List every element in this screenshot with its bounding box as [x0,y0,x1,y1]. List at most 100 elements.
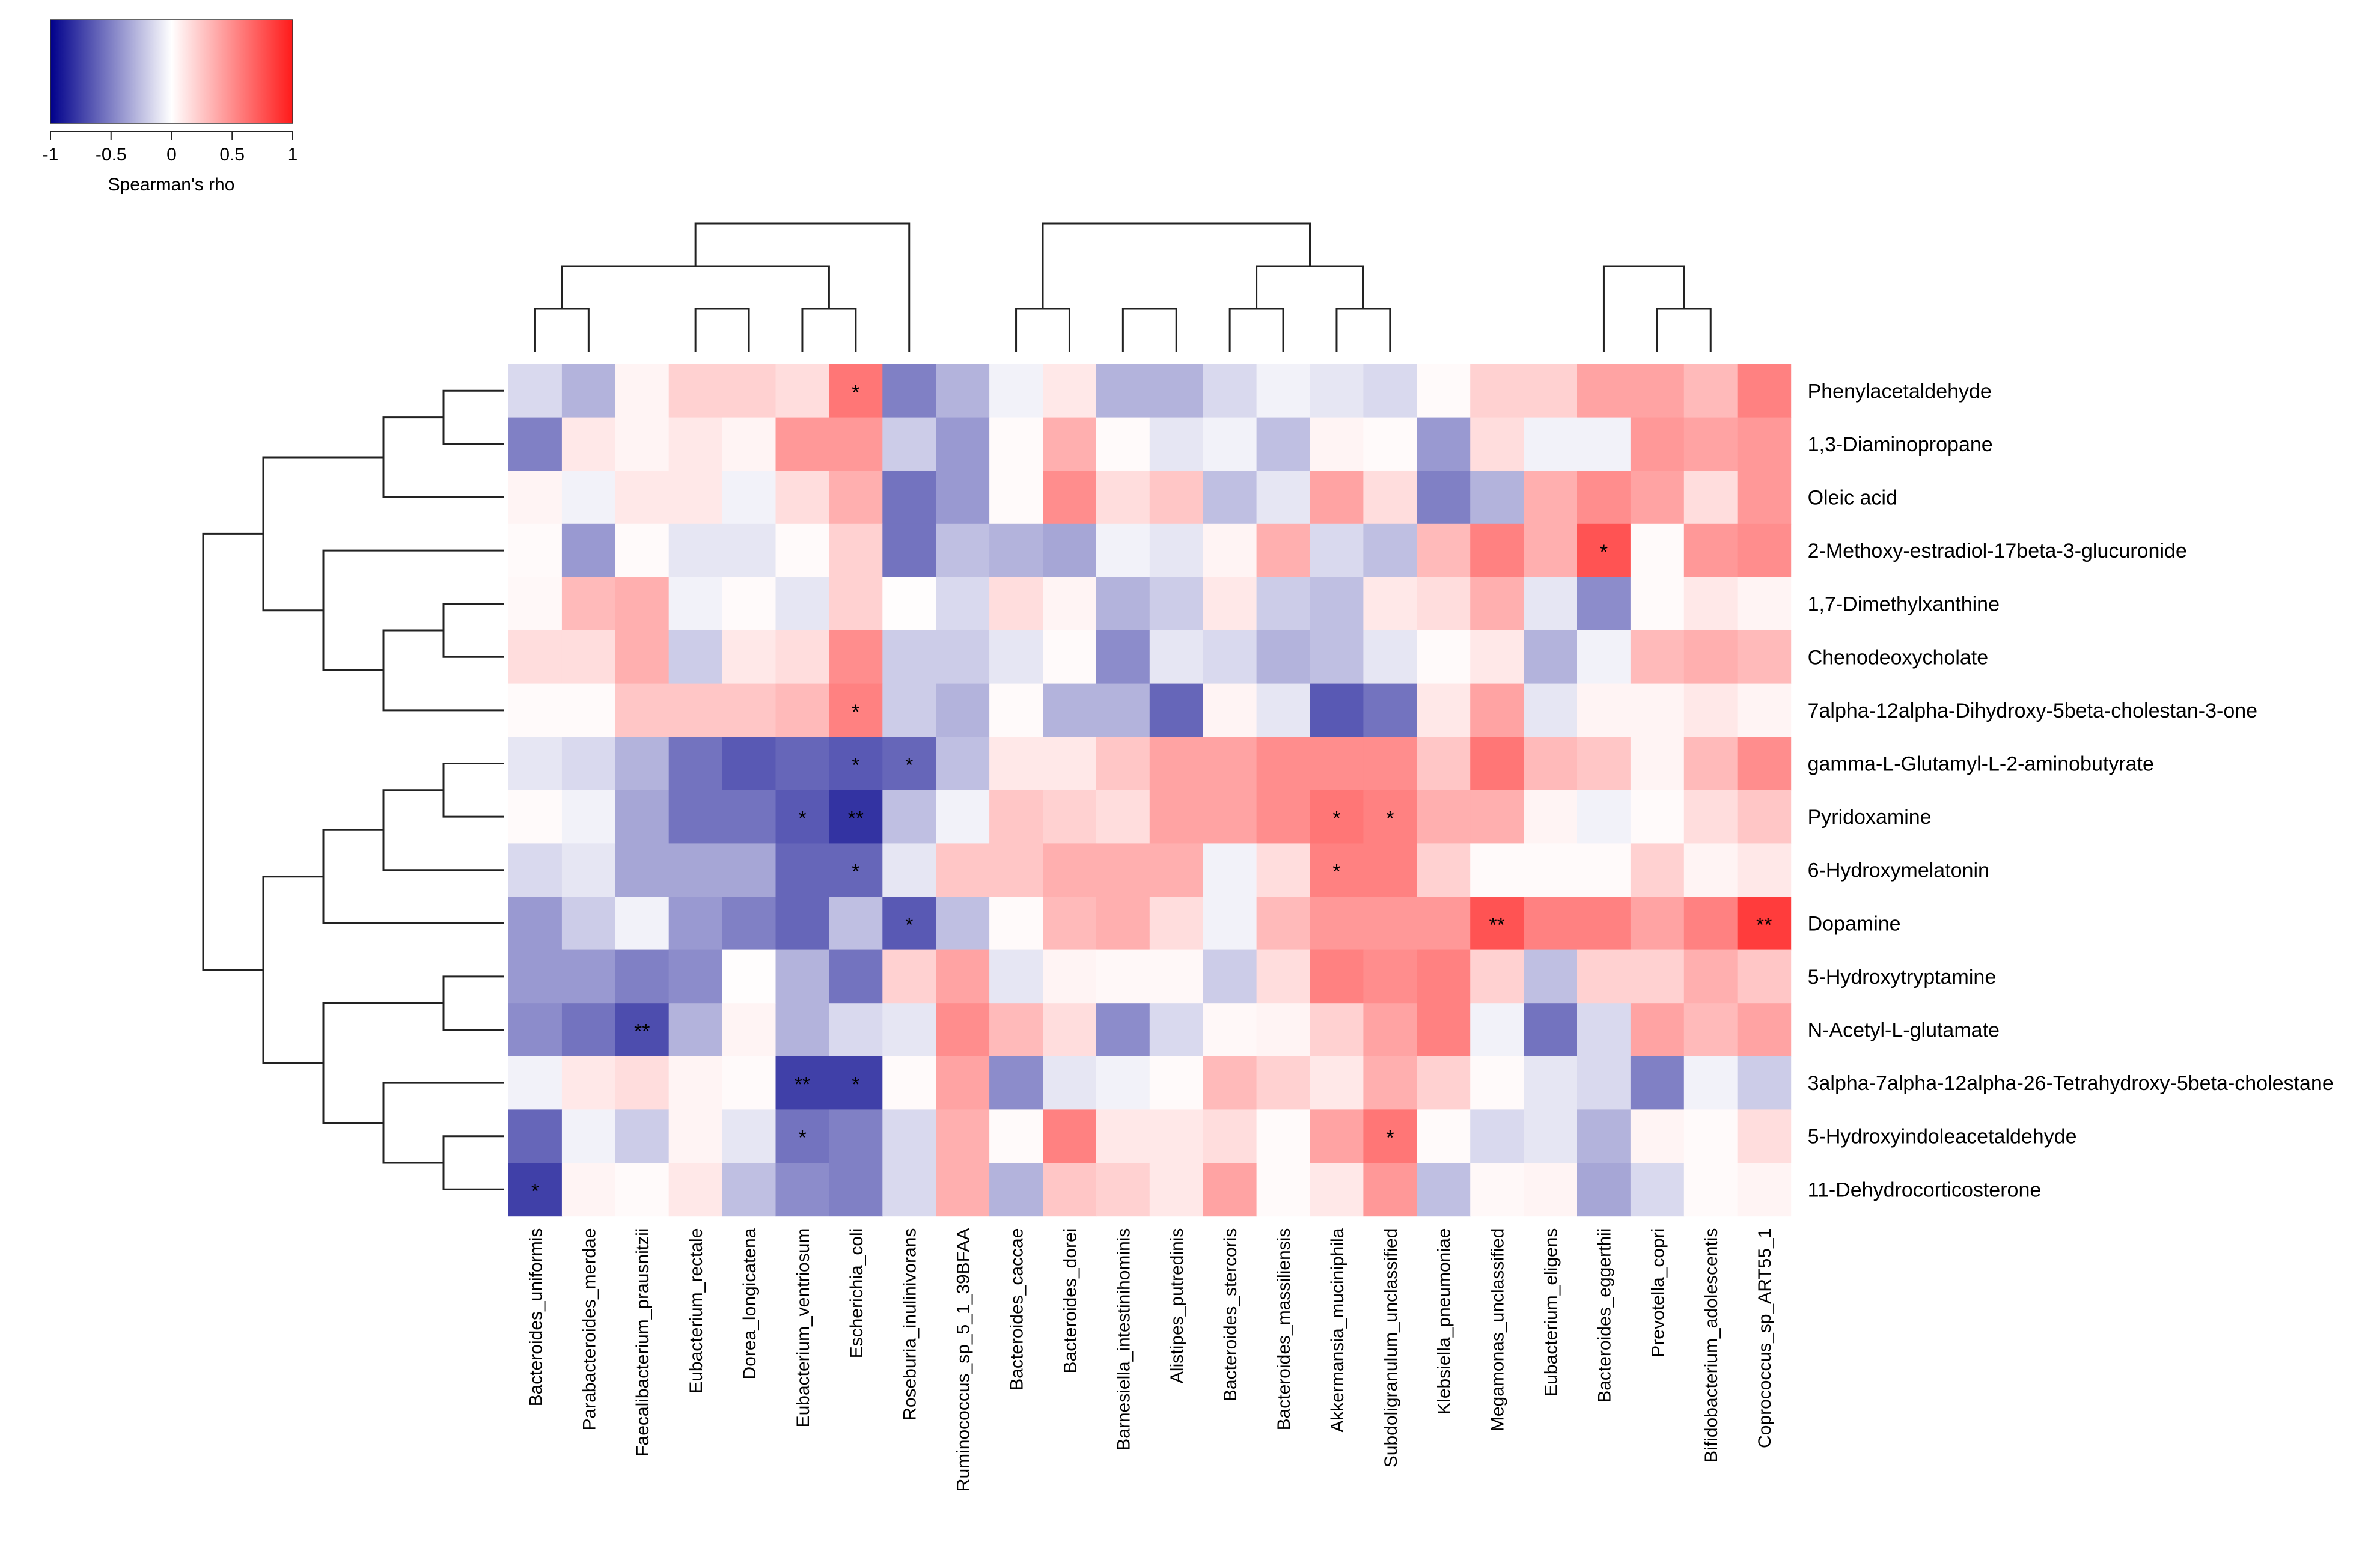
significance-mark: ** [1756,913,1772,936]
heatmap-cell [1683,1163,1738,1217]
heatmap-cell [1417,897,1471,951]
heatmap-cell [882,1163,936,1217]
heatmap-cell [1310,471,1364,525]
heatmap-cell [1256,737,1311,791]
column-label: Megamonas_unclassified [1488,1228,1508,1432]
heatmap-cell [1203,471,1257,525]
row-label: 6-Hydroxymelatonin [1808,859,1989,882]
heatmap-cell [1043,843,1097,897]
heatmap-cell [615,1109,670,1163]
heatmap-cell [989,1109,1043,1163]
heatmap-cell [775,1003,829,1057]
heatmap-cell [1577,683,1631,737]
colorbar-ticks: -1 -0.5 0 0.5 1 [43,131,298,165]
heatmap-cell [1417,523,1471,577]
column-label: Bacteroides_caccae [1007,1228,1027,1391]
heatmap-cell [722,683,777,737]
heatmap-cell [1737,471,1792,525]
row-label: Pyridoxamine [1808,806,1932,829]
heatmap-cell [668,523,723,577]
heatmap-cell [1470,1056,1524,1110]
row-label: N-Acetyl-L-glutamate [1808,1019,2000,1042]
row-label: 3alpha-7alpha-12alpha-26-Tetrahydroxy-5b… [1808,1072,2334,1095]
heatmap-cell [829,949,883,1004]
dendrogram-link [442,975,504,1031]
heatmap-cell [1630,1003,1685,1057]
heatmap-cell [1630,1163,1685,1217]
heatmap-cell [1203,630,1257,684]
heatmap-cell [668,1003,723,1057]
heatmap-cell [882,364,936,418]
heatmap-cell [775,471,829,525]
heatmap-cell [829,790,883,844]
heatmap-cell [1524,364,1578,418]
heatmap-cell [936,683,990,737]
heatmap-cell [1256,683,1311,737]
heatmap-cell [1630,417,1685,471]
significance-mark: ** [848,807,864,830]
heatmap-cell [1577,737,1631,791]
heatmap-cell [1630,949,1685,1004]
heatmap-cell [668,683,723,737]
heatmap-cell [829,1003,883,1057]
dendrogram-link [1042,222,1311,309]
heatmap-cell [1737,683,1792,737]
heatmap-cell [508,1163,563,1217]
heatmap-cell [722,1003,777,1057]
heatmap-cell [1524,843,1578,897]
significance-mark: * [1386,807,1394,830]
significance-mark: * [798,1127,806,1150]
colorbar-tick-label: 0 [166,145,177,165]
heatmap-cell [1683,523,1738,577]
heatmap-cell [1417,417,1471,471]
heatmap-cell [1417,843,1471,897]
heatmap-cell [1683,471,1738,525]
heatmap-cell [1310,523,1364,577]
heatmap-cell [1203,949,1257,1004]
heatmap-cell [508,1056,563,1110]
heatmap-cells [508,364,1792,1217]
heatmap-cell [1096,843,1150,897]
heatmap-cell [1363,1163,1417,1217]
significance-mark: * [905,913,913,936]
heatmap-cell [1203,577,1257,631]
heatmap-cell [561,949,616,1004]
heatmap-cell [1470,364,1524,418]
heatmap-cell [829,471,883,525]
heatmap-cell [1256,843,1311,897]
heatmap-cell [1683,897,1738,951]
heatmap-cell [1149,843,1204,897]
heatmap-cell [561,1163,616,1217]
heatmap-cell [561,364,616,418]
heatmap-cell [1630,471,1685,525]
heatmap-cell [1149,630,1204,684]
heatmap-cell [1256,417,1311,471]
heatmap-cell [1417,1056,1471,1110]
heatmap-cell [936,790,990,844]
heatmap-cell [775,1163,829,1217]
dendrogram-link [561,265,830,309]
row-label: gamma-L-Glutamyl-L-2-aminobutyrate [1808,753,2154,776]
heatmap-cell [1310,843,1364,897]
heatmap-cell [989,683,1043,737]
heatmap-cell [1524,790,1578,844]
heatmap-cell [1630,683,1685,737]
dendrogram-link [694,308,750,352]
heatmap-cell [936,737,990,791]
heatmap-cell [722,471,777,525]
heatmap-cell [1683,1056,1738,1110]
heatmap-cell [722,1056,777,1110]
heatmap-cell [1203,897,1257,951]
heatmap-cell [936,577,990,631]
heatmap-cell [1310,1056,1364,1110]
heatmap-cell [1737,364,1792,418]
heatmap-cell [1737,1109,1792,1163]
heatmap-cell [508,737,563,791]
heatmap-cell [882,577,936,631]
heatmap-cell [882,897,936,951]
heatmap-cell [1203,1003,1257,1057]
heatmap-cell [668,1163,723,1217]
heatmap-cell [1256,1003,1311,1057]
heatmap-cell [1524,523,1578,577]
heatmap-cell [1630,1109,1685,1163]
